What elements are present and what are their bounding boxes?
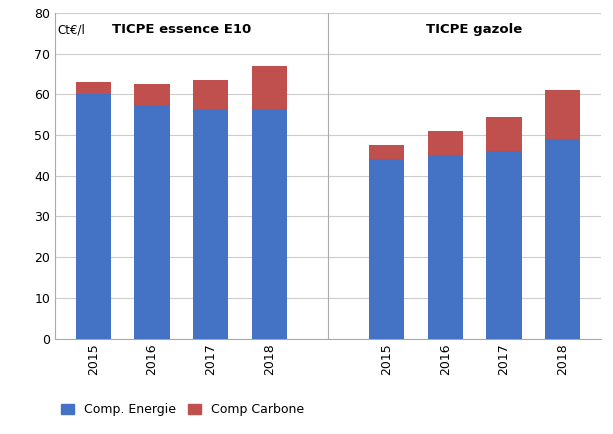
Text: Ct€/l: Ct€/l bbox=[57, 23, 85, 36]
Text: TICPE gazole: TICPE gazole bbox=[427, 23, 523, 36]
Bar bbox=[75, 82, 111, 94]
Text: TICPE essence E10: TICPE essence E10 bbox=[112, 23, 251, 36]
Bar bbox=[369, 145, 404, 160]
Bar bbox=[486, 151, 522, 339]
Bar bbox=[428, 155, 463, 339]
Legend: Comp. Energie, Comp Carbone: Comp. Energie, Comp Carbone bbox=[61, 403, 304, 416]
Bar bbox=[486, 117, 522, 151]
Bar bbox=[193, 80, 228, 108]
Bar bbox=[428, 131, 463, 155]
Bar bbox=[252, 108, 287, 339]
Bar bbox=[75, 94, 111, 339]
Bar bbox=[134, 105, 170, 339]
Bar bbox=[369, 160, 404, 339]
Bar bbox=[193, 108, 228, 339]
Bar bbox=[545, 90, 581, 139]
Bar bbox=[134, 84, 170, 105]
Bar bbox=[252, 66, 287, 108]
Bar bbox=[545, 139, 581, 339]
